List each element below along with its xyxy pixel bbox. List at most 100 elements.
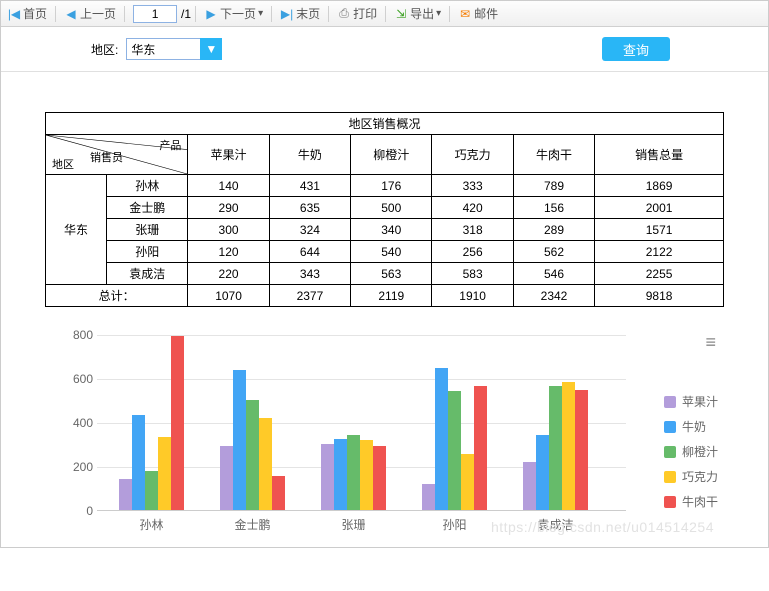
region-cell: 华东 <box>46 175 107 285</box>
data-cell: 140 <box>188 175 269 197</box>
dropdown-icon: ▾ <box>436 8 441 19</box>
bar[interactable] <box>435 368 448 510</box>
legend-item[interactable]: 牛肉干 <box>664 493 718 510</box>
data-cell: 431 <box>269 175 350 197</box>
next-page-button[interactable]: ▶下一页▾ <box>200 3 267 24</box>
legend-item[interactable]: 巧克力 <box>664 468 718 485</box>
data-cell: 290 <box>188 197 269 219</box>
bar[interactable] <box>145 471 158 510</box>
bar[interactable] <box>536 435 549 510</box>
data-cell: 176 <box>351 175 432 197</box>
prev-page-icon: ◀ <box>64 7 78 21</box>
legend-label: 柳橙汁 <box>682 443 718 460</box>
bar[interactable] <box>246 400 259 510</box>
bar[interactable] <box>321 444 334 510</box>
legend-swatch <box>664 446 676 458</box>
bar[interactable] <box>171 336 184 510</box>
region-select[interactable]: ▼ <box>126 38 222 60</box>
y-axis-label: 400 <box>59 416 93 430</box>
salesperson-cell: 孙林 <box>107 175 188 197</box>
region-label: 地区: <box>91 41 118 58</box>
data-cell: 540 <box>351 241 432 263</box>
print-button[interactable]: ⎙打印 <box>333 3 381 24</box>
last-page-icon: ▶| <box>280 7 294 21</box>
table-footer-row: 总计： 1070 2377 2119 1910 2342 9818 <box>46 285 724 307</box>
col-header: 牛奶 <box>269 135 350 175</box>
salesperson-cell: 金士鹏 <box>107 197 188 219</box>
legend-item[interactable]: 牛奶 <box>664 418 718 435</box>
bar[interactable] <box>549 386 562 510</box>
watermark: https://blog.csdn.net/u014514254 <box>491 519 714 535</box>
legend-item[interactable]: 苹果汁 <box>664 393 718 410</box>
bar[interactable] <box>259 418 272 510</box>
data-cell: 562 <box>513 241 594 263</box>
footer-cell: 1910 <box>432 285 513 307</box>
last-page-button[interactable]: ▶|末页 <box>276 3 324 24</box>
bar[interactable] <box>233 370 246 510</box>
region-select-dropdown-icon[interactable]: ▼ <box>200 38 222 60</box>
legend-item[interactable]: 柳橙汁 <box>664 443 718 460</box>
legend-label: 苹果汁 <box>682 393 718 410</box>
mail-button[interactable]: ✉邮件 <box>454 3 502 24</box>
chart-menu-icon[interactable]: ≡ <box>705 337 716 347</box>
bar[interactable] <box>360 440 373 510</box>
bar[interactable] <box>575 390 588 510</box>
print-label: 打印 <box>353 5 377 22</box>
table-row: 张珊3003243403182891571 <box>46 219 724 241</box>
chart-legend: 苹果汁牛奶柳橙汁巧克力牛肉干 <box>664 393 718 518</box>
prev-page-button[interactable]: ◀上一页 <box>60 3 120 24</box>
x-axis-label: 孙林 <box>139 516 163 533</box>
data-cell: 420 <box>432 197 513 219</box>
table-row: 华东孙林1404311763337891869 <box>46 175 724 197</box>
toolbar: |◀首页 ◀上一页 /1 ▶下一页▾ ▶|末页 ⎙打印 ⇲导出▾ ✉邮件 <box>1 1 768 27</box>
region-select-input[interactable] <box>126 38 200 60</box>
bar[interactable] <box>562 382 575 510</box>
bar[interactable] <box>461 454 474 510</box>
mail-label: 邮件 <box>474 5 498 22</box>
bar[interactable] <box>272 476 285 510</box>
bar[interactable] <box>474 386 487 510</box>
bar[interactable] <box>334 439 347 510</box>
col-header: 柳橙汁 <box>351 135 432 175</box>
legend-swatch <box>664 396 676 408</box>
data-cell: 220 <box>188 263 269 285</box>
x-axis-label: 张珊 <box>341 516 365 533</box>
bar[interactable] <box>373 446 386 510</box>
report-title: 地区销售概况 <box>46 113 724 135</box>
footer-cell: 2342 <box>513 285 594 307</box>
corner-bottom: 地区 <box>52 156 74 172</box>
bar[interactable] <box>220 446 233 510</box>
report-area: 地区销售概况 产品 销售员 地区 苹果汁 牛奶 柳橙汁 巧克力 牛肉干 销售总量… <box>1 72 768 313</box>
data-cell: 120 <box>188 241 269 263</box>
legend-label: 巧克力 <box>682 468 718 485</box>
bar[interactable] <box>448 391 461 510</box>
mail-icon: ✉ <box>458 7 472 21</box>
bar[interactable] <box>422 484 435 510</box>
x-axis-label: 孙阳 <box>442 516 466 533</box>
bar[interactable] <box>158 437 171 510</box>
x-axis-label: 金士鹏 <box>234 516 270 533</box>
bar[interactable] <box>347 435 360 510</box>
query-button[interactable]: 查询 <box>602 37 670 61</box>
y-axis-label: 800 <box>59 328 93 342</box>
page-number-input[interactable] <box>133 5 177 23</box>
first-page-button[interactable]: |◀首页 <box>3 3 51 24</box>
bar[interactable] <box>523 462 536 510</box>
separator <box>449 6 450 22</box>
legend-label: 牛奶 <box>682 418 706 435</box>
separator <box>385 6 386 22</box>
export-button[interactable]: ⇲导出▾ <box>390 3 445 24</box>
corner-top: 产品 <box>159 137 181 153</box>
data-cell: 583 <box>432 263 513 285</box>
last-page-label: 末页 <box>296 5 320 22</box>
bar[interactable] <box>132 415 145 510</box>
data-cell: 644 <box>269 241 350 263</box>
separator <box>124 6 125 22</box>
data-cell: 256 <box>432 241 513 263</box>
separator <box>271 6 272 22</box>
legend-swatch <box>664 496 676 508</box>
salesperson-cell: 孙阳 <box>107 241 188 263</box>
separator <box>55 6 56 22</box>
bar[interactable] <box>119 479 132 510</box>
next-page-icon: ▶ <box>204 7 218 21</box>
